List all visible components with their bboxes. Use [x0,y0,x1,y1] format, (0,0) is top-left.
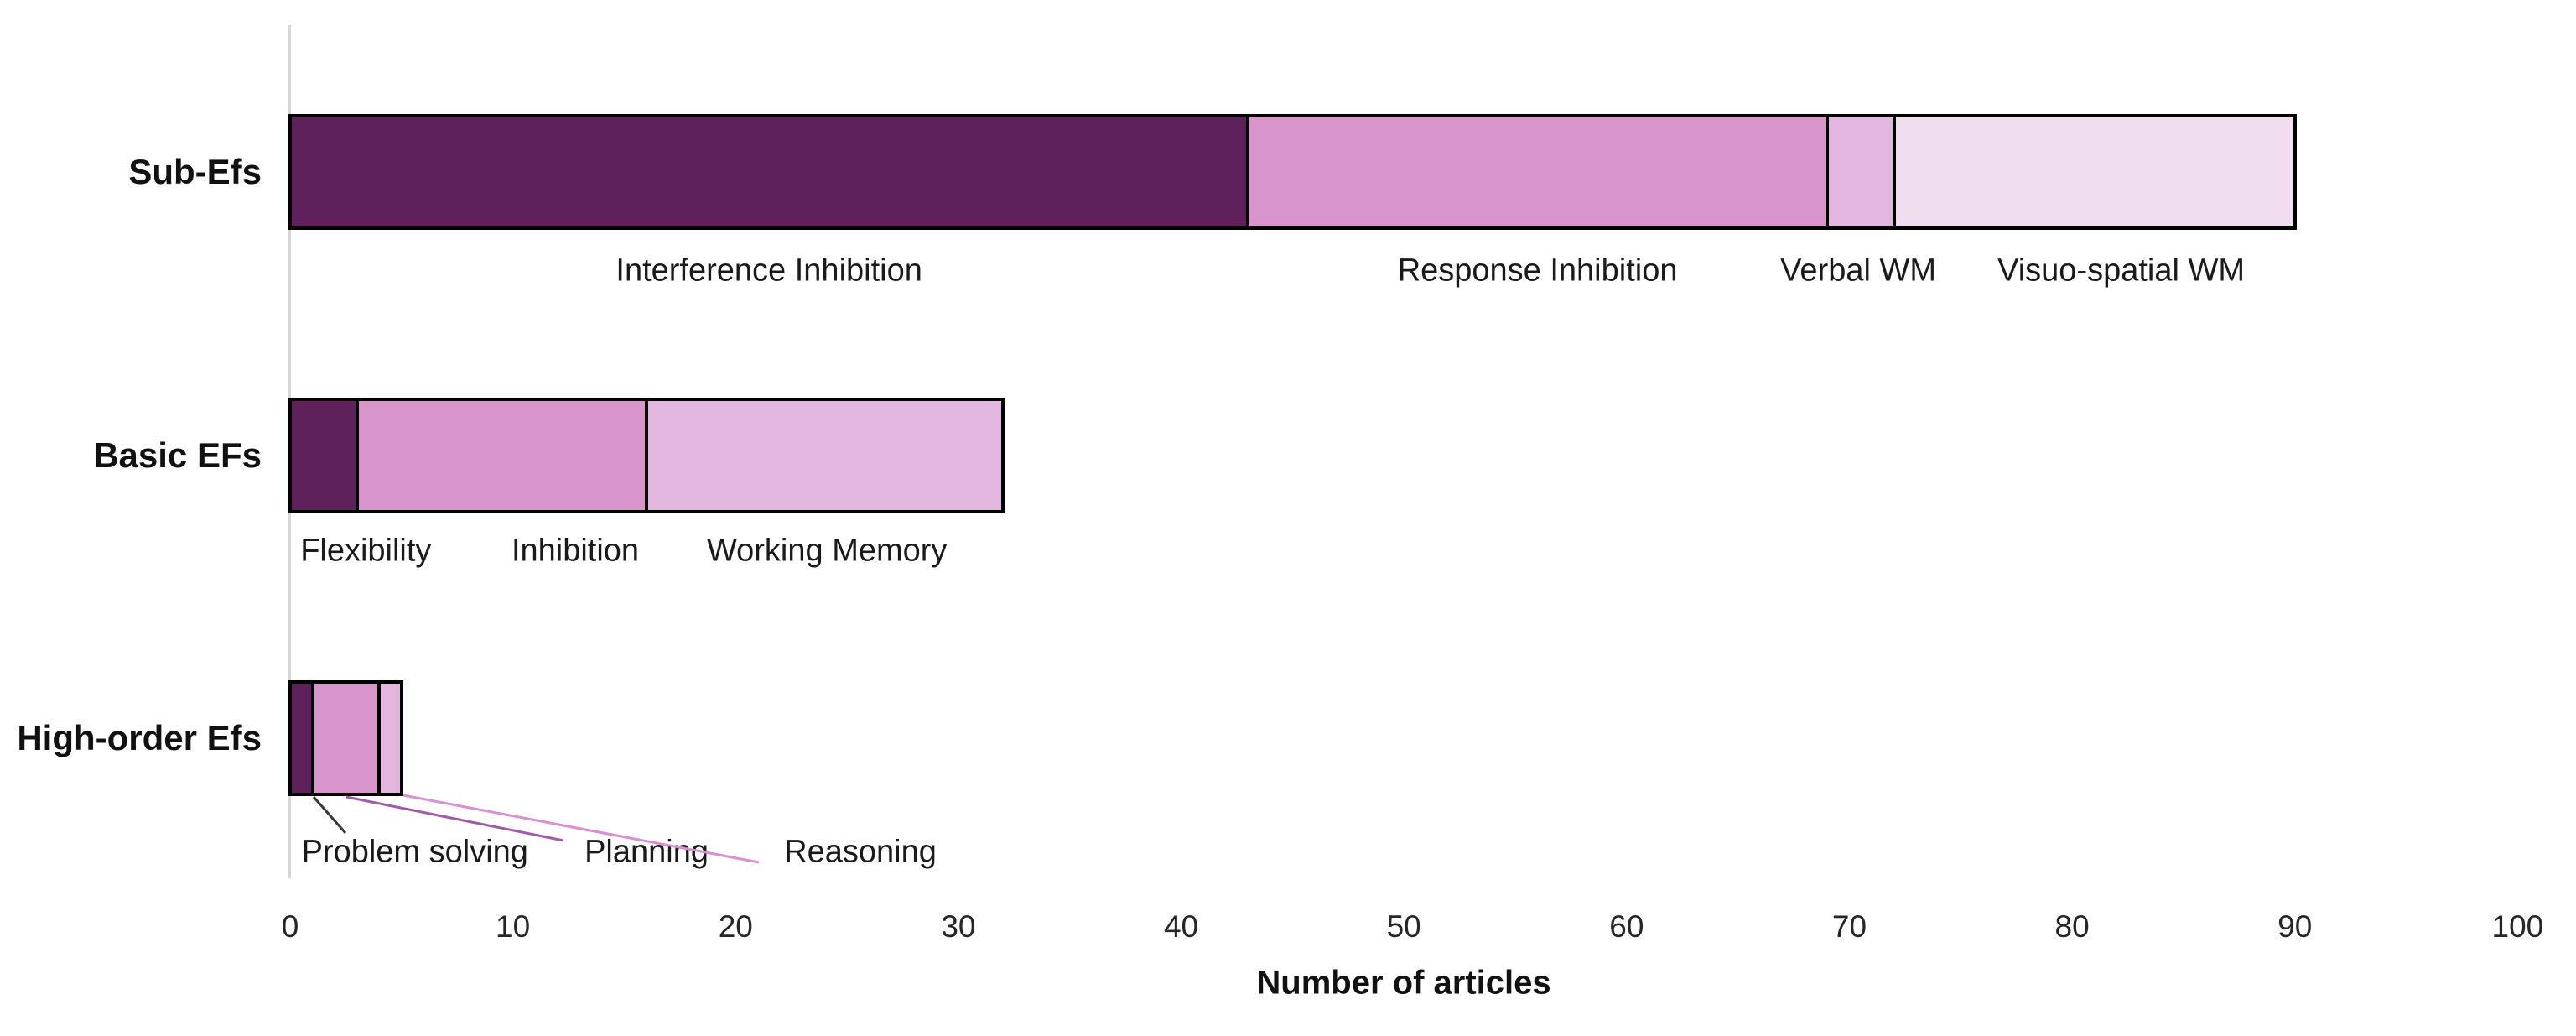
segment-label-working-memory: Working Memory [706,533,948,569]
x-tick-label-70: 70 [1831,909,1867,944]
x-tick-label-40: 40 [1163,909,1199,944]
bar-segment-interference-inhibition [288,114,1250,230]
x-tick-label-80: 80 [2054,909,2090,944]
bar-segment-verbal-wm [1825,114,1896,230]
x-tick-label-0: 0 [281,909,299,944]
bar-segment-flexibility [288,398,359,513]
category-label-high-order-efs: High-order Efs [17,718,262,757]
x-axis-title: Number of articles [1256,964,1551,1002]
x-tick-label-100: 100 [2491,909,2544,944]
segment-label-verbal-wm: Verbal WM [1780,252,1937,289]
x-tick-label-30: 30 [941,909,976,944]
segment-label-flexibility: Flexibility [300,533,432,569]
category-label-sub-efs: Sub-Efs [128,152,262,191]
segment-label-reasoning: Reasoning [784,834,937,870]
bar-high-order-efs [288,680,403,796]
segment-label-response-inhibition: Response Inhibition [1397,252,1678,289]
bar-segment-planning [310,680,382,796]
category-label-basic-efs: Basic EFs [93,435,262,475]
bar-segment-reasoning [377,680,403,796]
segment-label-problem-solving: Problem solving [301,834,528,870]
bar-basic-efs [288,398,1005,513]
segment-label-interference-inhibition: Interference Inhibition [615,252,922,289]
x-tick-label-50: 50 [1386,909,1421,944]
x-tick-label-20: 20 [718,909,753,944]
bar-sub-efs [288,114,2297,230]
bar-segment-visuo-spatial-wm [1892,114,2297,230]
x-tick-label-60: 60 [1609,909,1644,944]
bar-segment-working-memory [645,398,1005,513]
leader-line-problem-solving [312,796,347,834]
segment-label-visuo-spatial-wm: Visuo-spatial WM [1997,252,2246,289]
bar-segment-inhibition [355,398,649,513]
bar-segment-response-inhibition [1246,114,1829,230]
x-tick-label-10: 10 [496,909,531,944]
x-tick-label-90: 90 [2277,909,2313,944]
segment-label-planning: Planning [584,834,709,870]
segment-label-inhibition: Inhibition [511,533,640,569]
